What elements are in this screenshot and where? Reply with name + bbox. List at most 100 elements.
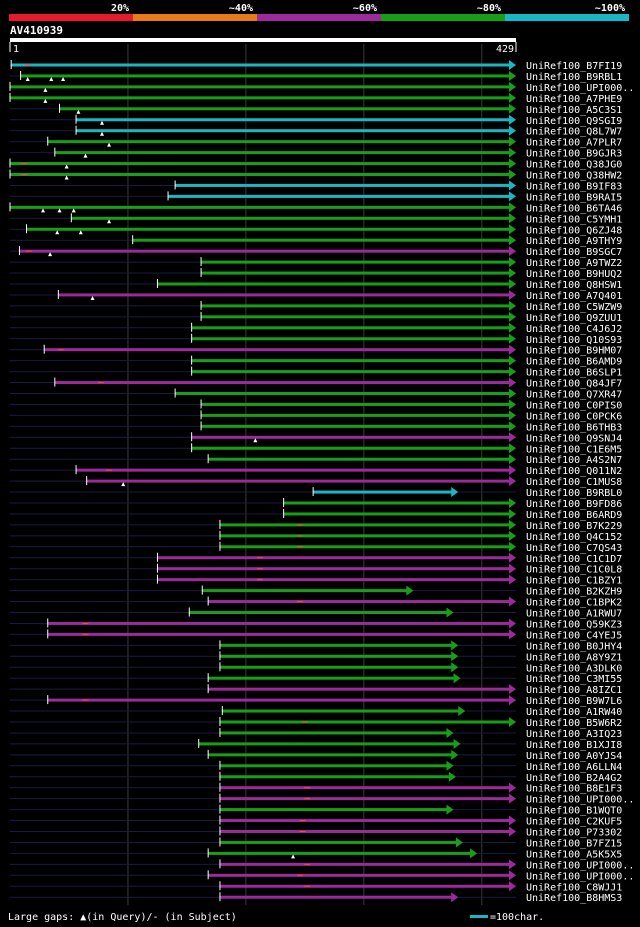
hit-bar — [189, 611, 448, 614]
hit-label: UniRef100_A4S2N7 — [526, 455, 622, 466]
hit-arrow — [509, 136, 516, 147]
hit-arrow — [406, 585, 414, 596]
hit-bar — [201, 260, 511, 264]
hit-arrow — [451, 662, 459, 673]
hit-arrow — [509, 552, 516, 563]
hit-bar — [208, 457, 510, 461]
hit-bar — [219, 775, 450, 779]
hit-arrow — [509, 279, 516, 289]
hit-bar — [191, 326, 510, 330]
hit-label: UniRef100_Q7XR47 — [526, 390, 622, 401]
hit-arrow — [451, 749, 459, 760]
identity-segment — [257, 14, 381, 21]
hit-arrow — [509, 563, 516, 574]
identity-segment — [9, 14, 133, 21]
hit-bar — [47, 632, 510, 636]
hit-arrow — [509, 366, 516, 377]
hit-bar — [208, 873, 510, 877]
hit-arrow — [509, 826, 516, 837]
query-gap-mark — [78, 230, 83, 235]
hit-label: UniRef100_UPI000.. — [526, 871, 634, 882]
hit-label: UniRef100_B0JHY4 — [526, 641, 622, 652]
hit-bar — [219, 665, 453, 669]
hit-bar — [10, 96, 510, 100]
hit-label: UniRef100_A7PLR7 — [526, 138, 622, 149]
hit-arrow — [509, 158, 516, 169]
hit-label: UniRef100_B1WQT0 — [526, 806, 622, 817]
scale-note-text: =100char. — [490, 912, 545, 923]
hit-label: UniRef100_B7FZ15 — [526, 838, 622, 849]
hit-bar — [26, 227, 511, 231]
hit-arrow — [470, 848, 478, 859]
hit-label: UniRef100_B2KZH9 — [526, 587, 622, 598]
hit-arrow — [509, 618, 516, 629]
hit-bar — [175, 183, 510, 187]
hit-arrow — [453, 738, 461, 749]
hit-arrow — [451, 487, 459, 498]
hit-arrow — [509, 169, 516, 180]
hit-bar — [201, 424, 511, 428]
hit-label: UniRef100_B6ARD9 — [526, 510, 622, 521]
query-gap-mark — [43, 98, 48, 103]
hit-label: UniRef100_C1C0L8 — [526, 565, 622, 576]
hit-label: UniRef100_B9SGC7 — [526, 247, 622, 258]
hit-label: UniRef100_B2A4G2 — [526, 773, 622, 784]
hit-arrow — [509, 465, 516, 476]
query-gap-mark — [41, 208, 46, 213]
hit-bar — [219, 840, 457, 844]
query-gap-mark — [76, 109, 81, 114]
hit-label: UniRef100_Q011N2 — [526, 466, 622, 477]
identity-label: ~40% — [229, 3, 253, 14]
hit-arrow — [509, 717, 516, 727]
query-gap-mark — [71, 208, 76, 213]
hit-bar — [201, 315, 511, 319]
hit-arrow — [509, 125, 516, 136]
query-gap-mark — [55, 230, 60, 235]
hit-label: UniRef100_A1RW40 — [526, 707, 622, 718]
hit-bar — [10, 162, 510, 166]
query-start-label: 1 — [13, 44, 19, 55]
query-gap-mark — [100, 131, 104, 136]
hit-bar — [283, 501, 510, 505]
hit-arrow — [509, 859, 516, 870]
hit-bar — [219, 884, 510, 888]
hit-arrow — [509, 388, 516, 399]
hit-bar — [10, 85, 510, 89]
hit-label: UniRef100_C3MI55 — [526, 674, 622, 685]
hit-bar — [71, 216, 510, 220]
hit-label: UniRef100_C2KUF5 — [526, 817, 622, 828]
hit-arrow — [509, 519, 516, 530]
hit-bar — [201, 304, 511, 308]
hit-arrow — [509, 268, 516, 279]
hit-bar — [10, 205, 510, 209]
hit-label: UniRef100_Q10S93 — [526, 335, 622, 346]
hit-bar — [208, 753, 453, 757]
hit-bar — [132, 238, 510, 242]
hit-bar — [47, 140, 510, 144]
scale-bar-icon — [470, 915, 488, 918]
identity-label: ~60% — [353, 3, 377, 14]
query-gap-mark — [100, 120, 104, 125]
hit-arrow — [509, 257, 516, 268]
hit-bar — [191, 337, 510, 341]
hit-arrow — [509, 92, 516, 103]
hit-bar — [86, 479, 511, 483]
hit-arrow — [509, 870, 516, 881]
hit-label: UniRef100_B6SLP1 — [526, 368, 622, 379]
hit-arrow — [451, 651, 459, 662]
hit-label: UniRef100_A7Q401 — [526, 291, 622, 302]
hit-arrow — [509, 81, 516, 92]
hit-arrow — [509, 443, 516, 454]
hit-label: UniRef100_Q4C152 — [526, 532, 622, 543]
hit-label: UniRef100_A8Y9Z1 — [526, 652, 622, 663]
hit-bar — [157, 567, 510, 571]
query-gap-mark — [90, 295, 95, 300]
hit-label: UniRef100_B9FD86 — [526, 499, 622, 510]
query-gap-mark — [107, 142, 112, 147]
identity-segment — [505, 14, 629, 21]
hit-arrow — [509, 147, 516, 158]
hit-label: UniRef100_A3IQ23 — [526, 729, 622, 740]
hit-arrow — [446, 760, 454, 771]
scale-note: =100char. — [470, 912, 544, 923]
hit-label: UniRef100_B9RAI5 — [526, 192, 622, 203]
